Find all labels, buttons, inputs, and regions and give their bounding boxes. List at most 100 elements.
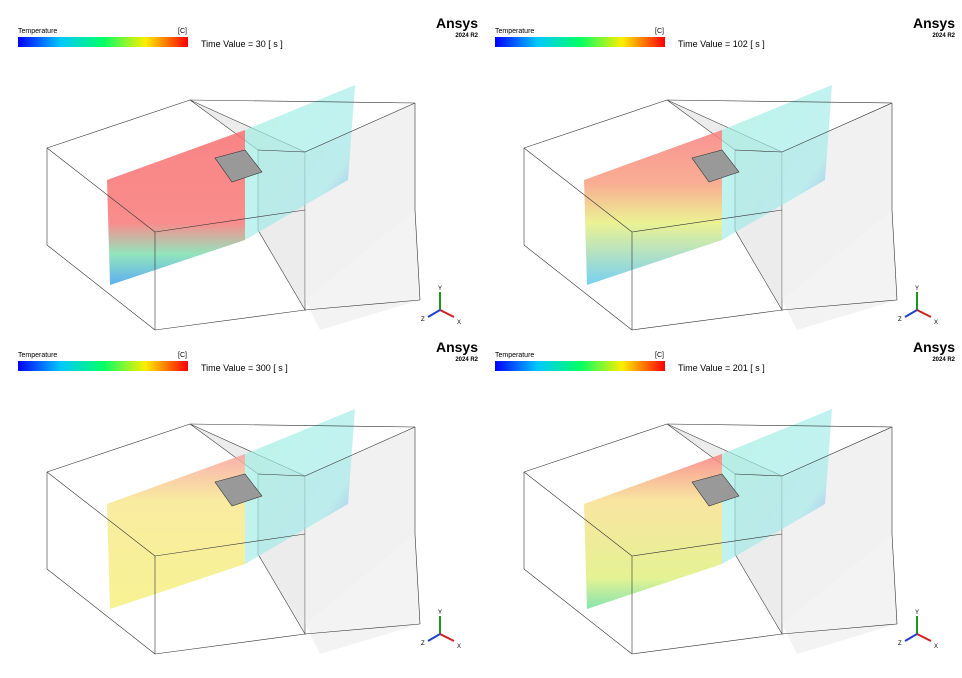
axis-y-label: Y <box>438 610 442 616</box>
axis-x-label: X <box>457 320 461 326</box>
plane-left <box>107 454 245 609</box>
time-label: Time Value = 201 [ s ] <box>678 363 765 373</box>
edge <box>666 423 893 428</box>
inlet <box>691 473 740 507</box>
right-floor <box>305 210 420 330</box>
version: 2024 R2 <box>455 357 478 363</box>
version: 2024 R2 <box>932 357 955 363</box>
time-label: Time Value = 102 [ s ] <box>678 39 765 49</box>
axis-x-label: X <box>934 320 938 326</box>
edge <box>46 423 191 473</box>
edge <box>257 473 306 477</box>
logo: Ansys <box>913 15 955 31</box>
edge <box>523 423 668 473</box>
edge <box>666 99 893 104</box>
edge <box>189 423 416 428</box>
plane-right <box>722 409 832 564</box>
edge <box>46 244 156 331</box>
edge <box>304 102 416 153</box>
axis-z-label: Z <box>421 317 425 323</box>
edge <box>414 533 421 625</box>
edge <box>781 102 893 153</box>
edge <box>46 147 156 233</box>
axis-x <box>439 309 455 318</box>
edge <box>154 209 306 233</box>
plane-right <box>722 85 832 240</box>
logo: Ansys <box>436 339 478 355</box>
legend-unit: [C] <box>178 352 187 359</box>
edge <box>631 533 783 557</box>
edge <box>414 209 421 301</box>
plane-left <box>107 130 245 285</box>
axis-z <box>904 633 918 642</box>
edge <box>891 209 898 301</box>
plane-right <box>245 85 355 240</box>
edge <box>734 473 783 477</box>
legend-title: Temperature <box>495 352 534 359</box>
inlet <box>214 473 263 507</box>
axis-z-label: Z <box>898 641 902 647</box>
axis-y-label: Y <box>915 610 919 616</box>
axis-x <box>439 633 455 642</box>
plane-left <box>584 454 722 609</box>
edge <box>523 244 633 331</box>
version: 2024 R2 <box>932 33 955 39</box>
edge <box>304 623 421 635</box>
axis-x-label: X <box>934 644 938 650</box>
legend-title: Temperature <box>18 352 57 359</box>
edge <box>781 426 893 477</box>
edge <box>781 299 898 311</box>
time-label: Time Value = 300 [ s ] <box>201 363 288 373</box>
panel: Temperature [C] Time Value = 300 [ s ] Ansy… <box>18 339 479 655</box>
legend-title: Temperature <box>18 28 57 35</box>
inlet <box>691 149 740 183</box>
edge <box>734 149 783 153</box>
legend-unit: [C] <box>655 28 664 35</box>
panel: Temperature [C] Time Value = 30 [ s ] Ansys… <box>18 15 479 331</box>
panel: Temperature [C] Time Value = 201 [ s ] Ansy… <box>495 339 956 655</box>
edge <box>154 533 306 557</box>
axis-x <box>916 309 932 318</box>
edge <box>523 99 668 149</box>
edge <box>781 623 898 635</box>
edge <box>304 299 421 311</box>
edge <box>523 471 633 557</box>
axis-z <box>904 309 918 318</box>
legend-unit: [C] <box>655 352 664 359</box>
time-label: Time Value = 30 [ s ] <box>201 39 283 49</box>
axis-y-label: Y <box>915 286 919 292</box>
axis-x-label: X <box>457 644 461 650</box>
edge <box>189 99 416 104</box>
edge <box>631 633 783 655</box>
edge <box>631 209 783 233</box>
inlet <box>214 149 263 183</box>
edge <box>154 309 306 331</box>
edge <box>523 568 633 655</box>
edge <box>304 426 416 477</box>
color-bar <box>18 37 188 47</box>
edge <box>46 568 156 655</box>
color-bar <box>18 361 188 371</box>
logo: Ansys <box>436 15 478 31</box>
version: 2024 R2 <box>455 33 478 39</box>
plane-left <box>584 130 722 285</box>
color-bar <box>495 361 665 371</box>
axis-y-label: Y <box>438 286 442 292</box>
axis-z-label: Z <box>421 641 425 647</box>
legend-unit: [C] <box>178 28 187 35</box>
right-floor <box>305 534 420 654</box>
panel: Temperature [C] Time Value = 102 [ s ] Ansy… <box>495 15 956 331</box>
legend-title: Temperature <box>495 28 534 35</box>
right-floor <box>782 210 897 330</box>
color-bar <box>495 37 665 47</box>
edge <box>154 633 306 655</box>
edge <box>631 309 783 331</box>
axis-z-label: Z <box>898 317 902 323</box>
edge <box>523 147 633 233</box>
axis-x <box>916 633 932 642</box>
right-floor <box>782 534 897 654</box>
logo: Ansys <box>913 339 955 355</box>
plane-right <box>245 409 355 564</box>
axis-z <box>427 309 441 318</box>
